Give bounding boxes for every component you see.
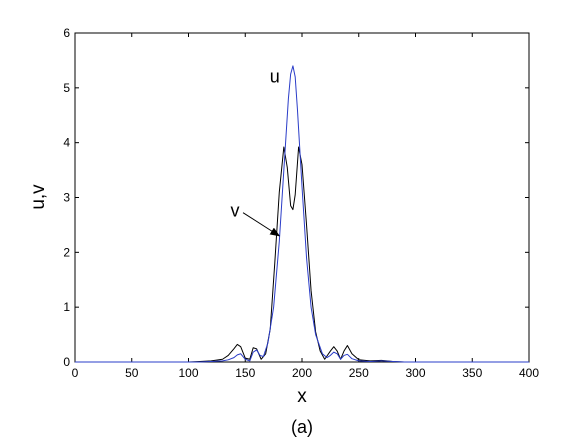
y-axis-ticks: 0 1 2 3 4 5 6 <box>63 26 529 369</box>
series-layer <box>75 65 529 363</box>
x-tick-label: 0 <box>72 366 79 380</box>
y-axis-label: u,v <box>28 184 49 210</box>
y-tick-label: 2 <box>63 245 70 259</box>
x-axis-label: x <box>297 386 307 407</box>
y-tick-label: 0 <box>63 355 70 369</box>
x-tick-label: 400 <box>519 366 539 380</box>
x-tick-label: 100 <box>178 366 198 380</box>
annotation-arrow <box>242 212 281 237</box>
x-tick-label: 250 <box>349 366 369 380</box>
x-tick-label: 350 <box>462 366 482 380</box>
y-tick-label: 6 <box>63 26 70 40</box>
y-tick-label: 3 <box>63 191 70 205</box>
x-tick-label: 200 <box>292 366 312 380</box>
x-tick-label: 50 <box>125 366 139 380</box>
annotation-layer: uv <box>231 66 281 237</box>
annotation-label-u: u <box>270 66 280 86</box>
figure-caption: (a) <box>291 417 313 437</box>
y-tick-label: 5 <box>63 81 70 95</box>
x-tick-label: 300 <box>405 366 425 380</box>
series-line-u <box>75 65 529 363</box>
x-tick-label: 150 <box>235 366 255 380</box>
y-tick-label: 4 <box>63 136 70 150</box>
series-line-v <box>75 146 529 363</box>
annotation-label-v: v <box>231 201 240 221</box>
x-axis-ticks: 0 50 100 150 200 250 300 350 400 <box>72 33 539 380</box>
y-tick-label: 1 <box>63 300 70 314</box>
plot-frame <box>74 32 530 363</box>
